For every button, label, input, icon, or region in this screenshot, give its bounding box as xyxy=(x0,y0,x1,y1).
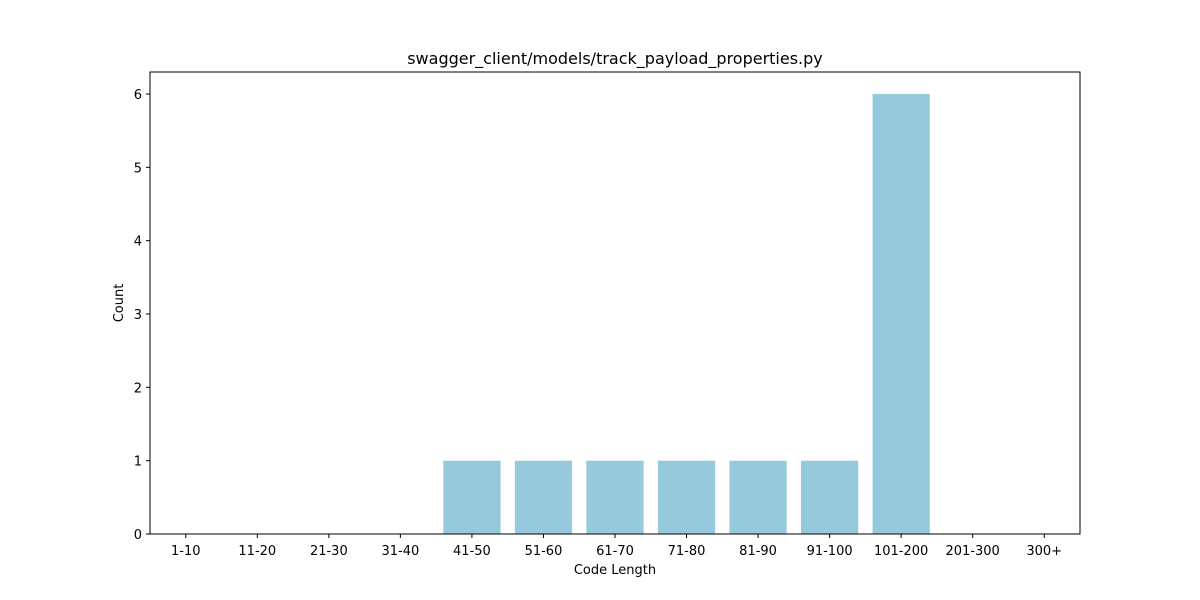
x-tick-label: 101-200 xyxy=(874,544,928,559)
x-axis-label: Code Length xyxy=(574,563,656,578)
y-tick-label: 6 xyxy=(134,88,142,103)
bars-group xyxy=(443,94,930,534)
x-tick-label: 300+ xyxy=(1026,544,1062,559)
x-tick-label: 81-90 xyxy=(739,544,777,559)
chart-title: swagger_client/models/track_payload_prop… xyxy=(407,49,823,69)
bar-51-60 xyxy=(514,460,573,534)
x-tick-label: 61-70 xyxy=(596,544,634,559)
bar-101-200 xyxy=(872,94,930,534)
y-tick-label: 5 xyxy=(134,161,142,176)
y-tick-label: 1 xyxy=(134,455,142,470)
bar-41-50 xyxy=(443,460,501,534)
x-tick-label: 91-100 xyxy=(807,544,853,559)
x-axis-ticks: 1-10 11-20 21-30 31-40 41-50 51-60 61-70 71-80 8… xyxy=(171,534,1062,559)
bar-71-80 xyxy=(657,460,716,534)
bar-91-100 xyxy=(801,460,859,534)
x-tick-label: 31-40 xyxy=(381,544,419,559)
x-tick-label: 1-10 xyxy=(171,544,201,559)
x-tick-label: 41-50 xyxy=(453,544,491,559)
y-tick-label: 4 xyxy=(134,235,142,250)
y-tick-label: 3 xyxy=(134,308,142,323)
x-tick-label: 201-300 xyxy=(946,544,1000,559)
bar-81-90 xyxy=(729,460,787,534)
y-axis-ticks: 0 1 2 3 4 5 6 xyxy=(134,88,150,543)
x-tick-label: 71-80 xyxy=(668,544,706,559)
y-tick-label: 0 xyxy=(134,528,142,543)
y-axis-label: Count xyxy=(112,284,127,323)
y-tick-label: 2 xyxy=(134,381,142,396)
x-tick-label: 11-20 xyxy=(238,544,276,559)
x-tick-label: 21-30 xyxy=(310,544,348,559)
bar-61-70 xyxy=(586,460,644,534)
x-tick-label: 51-60 xyxy=(525,544,563,559)
